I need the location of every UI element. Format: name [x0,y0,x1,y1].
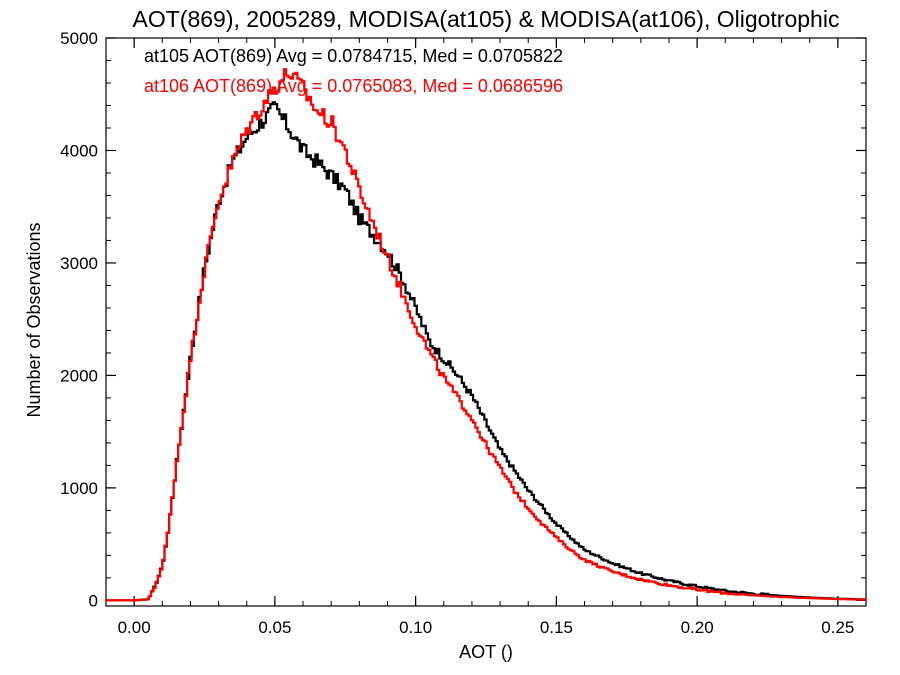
legend-entry-at105: at105 AOT(869) Avg = 0.0784715, Med = 0.… [144,46,563,66]
y-axis-label: Number of Observations [24,222,44,417]
plot-border [105,37,867,607]
y-tick-label: 4000 [60,141,98,160]
y-tick-label: 0 [89,591,98,610]
x-axis-label: AOT () [459,642,513,662]
x-tick-label: 0.20 [681,618,714,637]
x-tick-label: 0.10 [399,618,432,637]
y-tick-label: 3000 [60,254,98,273]
legend-entry-at106: at106 AOT(869) Avg = 0.0765083, Med = 0.… [144,76,563,96]
y-tick-label: 5000 [60,29,98,48]
y-axis: 0 1000 2000 3000 4000 5000 [60,29,866,610]
chart-title: AOT(869), 2005289, MODISA(at105) & MODIS… [133,6,840,32]
plot-frame [105,37,867,607]
series-line-at105 [106,101,866,602]
x-tick-label: 0.15 [540,618,573,637]
x-tick-label: 0.00 [118,618,151,637]
x-axis: 0.00 0.05 0.10 0.15 0.20 0.25 [105,38,867,637]
series-layer [106,68,866,602]
y-tick-label: 2000 [60,366,98,385]
y-tick-label: 1000 [60,479,98,498]
x-tick-label: 0.25 [821,618,854,637]
x-tick-label: 0.05 [258,618,291,637]
series-line-at106 [106,68,866,602]
